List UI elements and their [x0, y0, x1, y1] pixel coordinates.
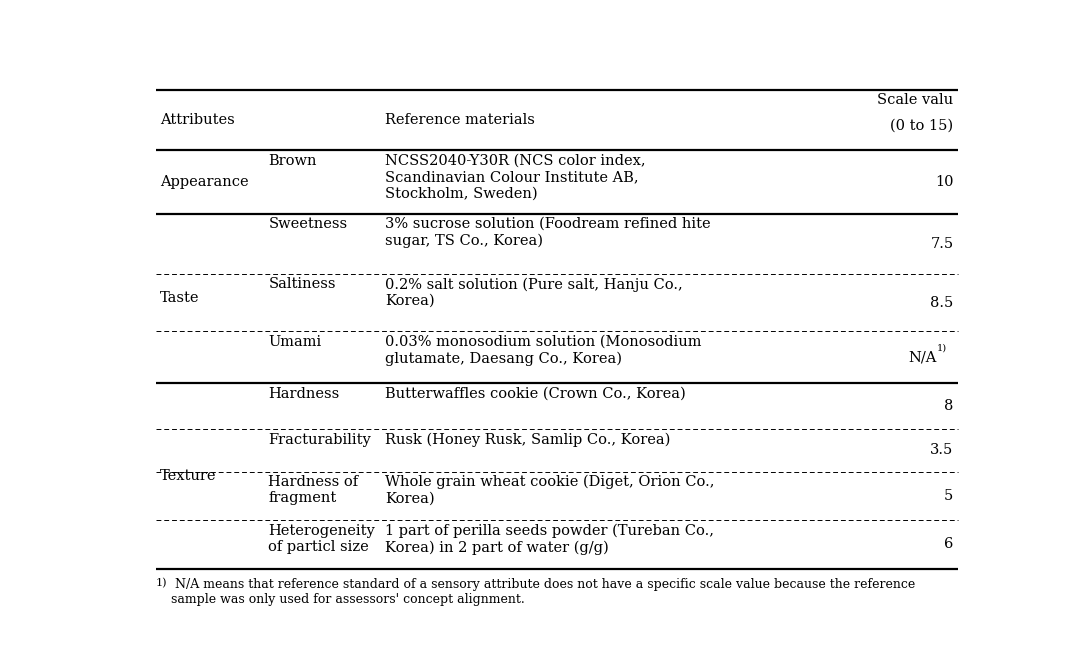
Text: Brown: Brown — [268, 154, 317, 168]
Text: Fracturability: Fracturability — [268, 433, 371, 447]
Text: 1): 1) — [155, 578, 167, 588]
Text: 1): 1) — [937, 344, 946, 353]
Text: Scale valu: Scale valu — [877, 93, 953, 107]
Text: Rusk (Honey Rusk, Samlip Co., Korea): Rusk (Honey Rusk, Samlip Co., Korea) — [386, 433, 671, 447]
Text: Taste: Taste — [160, 291, 199, 306]
Text: 5: 5 — [944, 489, 953, 503]
Text: 10: 10 — [935, 175, 953, 189]
Text: Whole grain wheat cookie (Diget, Orion Co.,
Korea): Whole grain wheat cookie (Diget, Orion C… — [386, 475, 715, 506]
Text: Hardness of
fragment: Hardness of fragment — [268, 475, 359, 505]
Text: 0.03% monosodium solution (Monosodium
glutamate, Daesang Co., Korea): 0.03% monosodium solution (Monosodium gl… — [386, 335, 702, 365]
Text: Appearance: Appearance — [160, 175, 248, 189]
Text: 8.5: 8.5 — [930, 296, 953, 309]
Text: Hardness: Hardness — [268, 386, 340, 401]
Text: Heterogeneity
of particl size: Heterogeneity of particl size — [268, 524, 375, 554]
Text: 3% sucrose solution (Foodream refined hite
sugar, TS Co., Korea): 3% sucrose solution (Foodream refined hi… — [386, 217, 711, 248]
Text: NCSS2040-Y30R (NCS color index,
Scandinavian Colour Institute AB,
Stockholm, Swe: NCSS2040-Y30R (NCS color index, Scandina… — [386, 154, 646, 200]
Text: Attributes: Attributes — [160, 114, 235, 127]
Text: N/A means that reference standard of a sensory attribute does not have a specifi: N/A means that reference standard of a s… — [170, 578, 915, 606]
Text: 0.2% salt solution (Pure salt, Hanju Co.,
Korea): 0.2% salt solution (Pure salt, Hanju Co.… — [386, 277, 683, 307]
Text: Reference materials: Reference materials — [386, 114, 536, 127]
Text: (0 to 15): (0 to 15) — [890, 118, 953, 133]
Text: Butterwaffles cookie (Crown Co., Korea): Butterwaffles cookie (Crown Co., Korea) — [386, 386, 686, 401]
Text: Umami: Umami — [268, 335, 321, 349]
Text: 3.5: 3.5 — [930, 443, 953, 457]
Text: Texture: Texture — [160, 469, 217, 483]
Text: 6: 6 — [944, 537, 953, 551]
Text: 1 part of perilla seeds powder (Tureban Co.,
Korea) in 2 part of water (g/g): 1 part of perilla seeds powder (Tureban … — [386, 524, 715, 555]
Text: 7.5: 7.5 — [930, 237, 953, 250]
Text: Saltiness: Saltiness — [268, 277, 336, 291]
Text: 8: 8 — [944, 399, 953, 413]
Text: Sweetness: Sweetness — [268, 217, 347, 231]
Text: N/A: N/A — [909, 350, 937, 364]
